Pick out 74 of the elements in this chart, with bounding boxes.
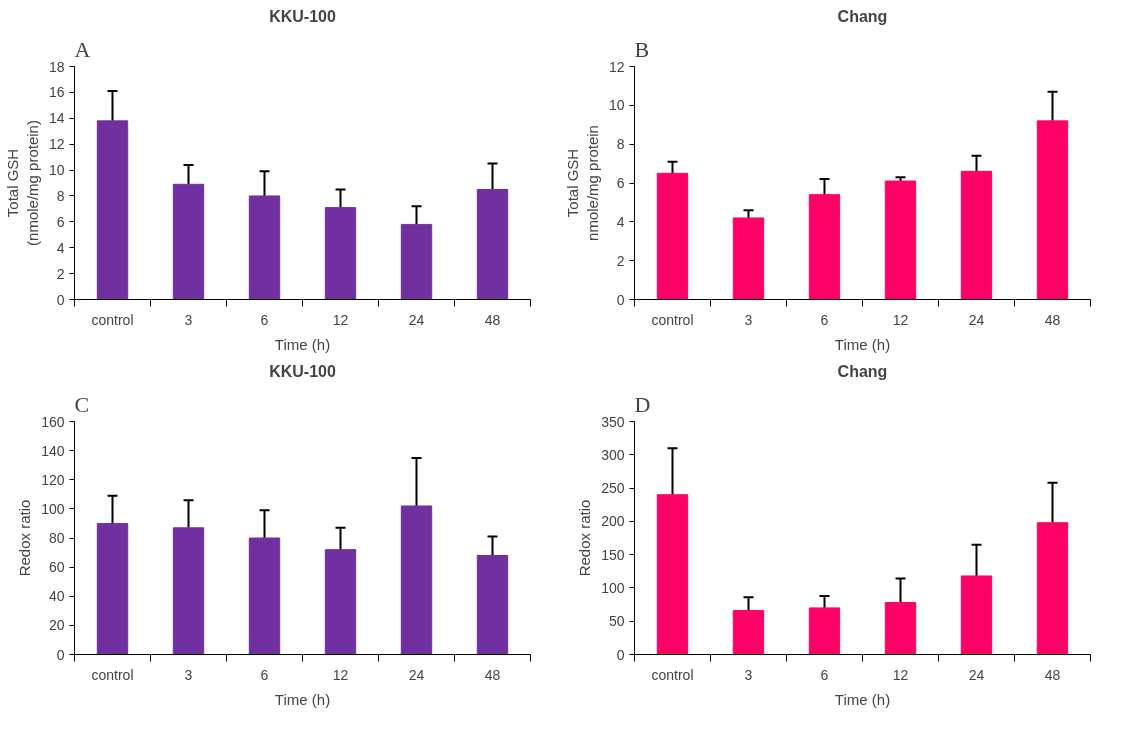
y-tick-label: 6	[616, 175, 625, 191]
text: B	[634, 36, 650, 62]
x-tick-label: 24	[408, 666, 425, 683]
x-tick-label: control	[91, 311, 134, 328]
y-axis-title: Redox ratio	[16, 499, 34, 577]
y-tick-label: 20	[48, 617, 65, 634]
y-tick-label: 10	[608, 97, 625, 114]
chart-title: Chang	[837, 362, 888, 380]
chart-title: Chang	[837, 7, 888, 25]
x-axis-title: Time (h)	[834, 690, 891, 708]
y-tick-label: 200	[601, 513, 625, 530]
y-tick-label: 0	[56, 291, 65, 308]
y-axis-title: Total GSH (nmole/mg protein)	[3, 120, 41, 246]
x-tick-label: 48	[1044, 666, 1061, 683]
x-tick-label: 48	[484, 311, 501, 328]
y-axis-title: Total GSH nmole/mg protein	[563, 125, 601, 241]
y-tick-label: 8	[616, 136, 625, 153]
y-tick-label: 4	[56, 239, 65, 256]
x-axis-title: Time (h)	[274, 335, 331, 353]
x-tick-label: 3	[744, 666, 753, 683]
y-tick-label: 12	[608, 58, 625, 75]
y-tick-label: 100	[601, 579, 625, 596]
text: C	[74, 391, 90, 417]
y-tick-label: 0	[616, 291, 625, 308]
x-tick-label: 6	[260, 666, 269, 683]
y-tick-label: 4	[616, 213, 625, 230]
x-tick-label: 6	[820, 311, 829, 328]
y-tick-label: 80	[48, 530, 65, 546]
y-tick-label: 12	[48, 136, 65, 153]
x-tick-label: 3	[184, 311, 193, 328]
y-tick-label: 300	[601, 446, 625, 463]
x-axis-title: Time (h)	[834, 335, 891, 353]
y-tick-label: 2	[56, 265, 65, 282]
x-tick-label: 12	[332, 666, 349, 683]
x-axis-title: Time (h)	[274, 690, 331, 708]
text: D	[634, 391, 651, 417]
x-tick-label: 24	[968, 666, 985, 683]
x-tick-label: 12	[892, 666, 909, 683]
y-tick-label: 18	[48, 58, 65, 75]
x-tick-label: 24	[408, 311, 425, 328]
y-tick-label: 40	[48, 588, 65, 605]
x-tick-label: 48	[484, 666, 501, 683]
y-tick-label: 16	[48, 84, 65, 101]
x-tick-label: control	[651, 311, 694, 328]
x-tick-label: 24	[968, 311, 985, 328]
x-tick-label: 12	[332, 311, 349, 328]
y-tick-label: 140	[41, 442, 65, 459]
x-tick-label: 6	[820, 666, 829, 683]
y-tick-label: 14	[48, 110, 65, 127]
x-tick-label: control	[651, 666, 694, 683]
y-tick-label: 150	[601, 546, 625, 563]
y-tick-label: 250	[601, 480, 625, 497]
y-tick-label: 160	[41, 413, 65, 430]
y-tick-label: 350	[601, 413, 625, 430]
y-axis-title: Redox ratio	[576, 499, 594, 577]
x-tick-label: 12	[892, 311, 909, 328]
chart-title: KKU-100	[269, 7, 336, 25]
y-tick-label: 60	[48, 559, 65, 576]
y-tick-label: 0	[56, 646, 65, 663]
x-tick-label: 48	[1044, 311, 1061, 328]
x-tick-label: 3	[184, 666, 193, 683]
x-tick-label: 6	[260, 311, 269, 328]
y-tick-label: 6	[56, 213, 65, 230]
y-tick-label: 100	[41, 500, 65, 517]
text: A	[74, 36, 91, 62]
y-tick-label: 2	[616, 252, 625, 269]
chart-title: KKU-100	[269, 362, 336, 380]
y-tick-label: 0	[616, 646, 625, 663]
y-tick-label: 120	[41, 471, 65, 488]
y-tick-label: 10	[48, 162, 65, 179]
y-tick-label: 8	[56, 187, 65, 204]
x-tick-label: 3	[744, 311, 753, 328]
x-tick-label: control	[91, 666, 134, 683]
y-tick-label: 50	[608, 613, 625, 630]
